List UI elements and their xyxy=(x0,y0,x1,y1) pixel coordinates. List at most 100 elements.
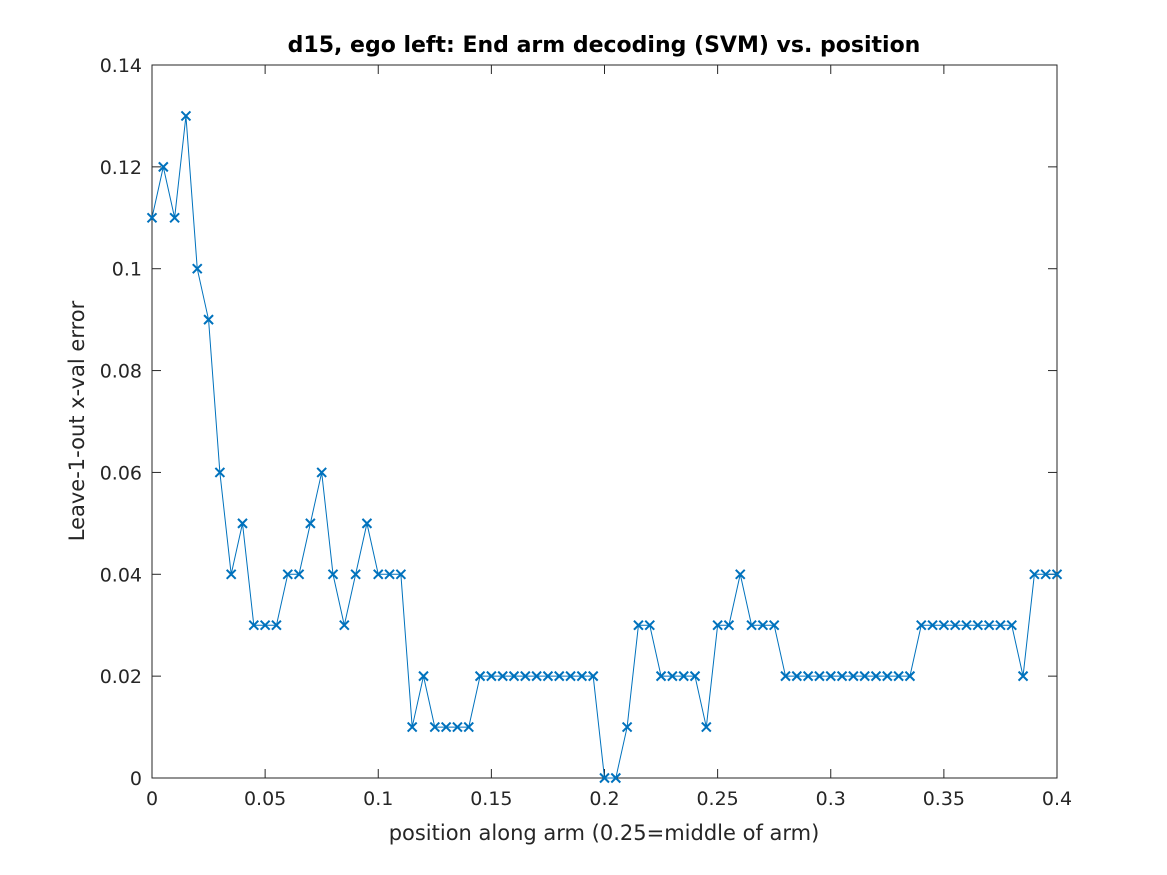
data-point-marker xyxy=(644,620,655,631)
data-point-marker xyxy=(237,518,248,529)
y-tick-label: 0.1 xyxy=(112,259,142,281)
x-tick-label: 0 xyxy=(146,788,158,810)
data-point-marker xyxy=(531,670,542,682)
data-point-marker xyxy=(373,569,384,580)
data-point-marker xyxy=(836,670,848,682)
data-point-marker xyxy=(893,670,904,682)
data-point-marker xyxy=(1006,620,1017,631)
data-point-marker xyxy=(678,670,689,682)
data-series xyxy=(146,110,1063,784)
data-point-marker xyxy=(768,620,780,631)
data-point-marker xyxy=(146,212,158,223)
x-tick-label: 0.05 xyxy=(244,788,286,810)
data-point-marker xyxy=(916,620,927,631)
data-point-marker xyxy=(180,110,192,122)
data-point-marker xyxy=(440,721,452,733)
data-point-marker xyxy=(293,569,305,580)
y-tick-label: 0.02 xyxy=(100,666,142,688)
data-point-marker xyxy=(712,620,723,631)
data-point-marker xyxy=(418,670,429,682)
data-point-marker xyxy=(192,263,203,274)
data-point-marker xyxy=(1029,569,1040,580)
data-point-marker xyxy=(497,670,508,682)
data-point-marker xyxy=(214,467,226,478)
data-point-marker xyxy=(1040,569,1051,580)
data-point-marker xyxy=(667,670,678,682)
data-point-marker xyxy=(350,569,361,580)
data-point-marker xyxy=(870,670,882,682)
data-point-marker xyxy=(316,467,327,478)
data-point-marker xyxy=(384,569,395,580)
data-point-marker xyxy=(225,569,237,580)
x-tick-label: 0.4 xyxy=(1042,788,1072,810)
data-point-marker xyxy=(904,670,916,682)
data-point-marker xyxy=(169,212,180,223)
data-point-marker xyxy=(1017,670,1029,682)
data-point-marker xyxy=(486,670,497,682)
x-tick-label: 0.2 xyxy=(589,788,619,810)
data-point-marker xyxy=(599,772,610,784)
y-tick-label: 0.06 xyxy=(100,462,142,484)
data-point-marker xyxy=(757,620,769,631)
data-point-marker xyxy=(689,670,701,682)
data-point-marker xyxy=(1051,569,1063,580)
data-point-marker xyxy=(282,569,293,580)
data-point-marker xyxy=(429,721,441,733)
data-point-marker xyxy=(474,670,486,682)
data-point-marker xyxy=(587,670,599,682)
data-point-marker xyxy=(554,670,565,682)
x-axis-label: position along arm (0.25=middle of arm) xyxy=(389,821,820,845)
data-point-marker xyxy=(339,620,350,631)
data-point-marker xyxy=(520,670,531,682)
data-point-marker xyxy=(972,620,984,631)
data-point-marker xyxy=(949,620,961,631)
chart-title: d15, ego left: End arm decoding (SVM) vs… xyxy=(288,33,921,58)
y-tick-label: 0 xyxy=(130,768,142,790)
data-point-marker xyxy=(406,721,418,733)
data-point-marker xyxy=(565,670,576,682)
data-point-marker xyxy=(791,670,803,682)
data-point-marker xyxy=(995,620,1006,631)
data-point-marker xyxy=(361,518,373,529)
data-point-marker xyxy=(633,620,644,631)
plot-area xyxy=(151,64,1058,779)
y-axis-label: Leave-1-out x-val error xyxy=(65,300,89,541)
data-point-marker xyxy=(735,569,746,580)
data-point-marker xyxy=(452,721,463,733)
x-tick-label: 0.3 xyxy=(816,788,846,810)
data-point-marker xyxy=(542,670,554,682)
data-point-marker xyxy=(655,670,667,682)
data-point-marker xyxy=(508,670,520,682)
data-point-marker xyxy=(701,721,712,733)
data-point-marker xyxy=(825,670,836,682)
data-point-marker xyxy=(305,518,316,529)
tick-labels: 0 0.05 0.1 0.15 0.2 0.25 0.3 0.35 0.4 0 0.02 0.04 0.… xyxy=(100,55,1072,810)
data-point-marker xyxy=(248,620,260,631)
data-point-marker xyxy=(927,620,938,631)
data-point-marker xyxy=(395,569,407,580)
data-point-marker xyxy=(610,772,622,784)
data-point-marker xyxy=(802,670,814,682)
data-point-marker xyxy=(746,620,757,631)
y-tick-label: 0.14 xyxy=(100,55,142,77)
data-point-marker xyxy=(983,620,995,631)
data-point-marker xyxy=(271,620,282,631)
data-point-marker xyxy=(848,670,859,682)
x-tick-label: 0.25 xyxy=(696,788,738,810)
data-point-marker xyxy=(203,314,214,325)
y-tick-label: 0.08 xyxy=(100,361,142,383)
x-tick-label: 0.15 xyxy=(470,788,512,810)
x-tick-label: 0.1 xyxy=(363,788,393,810)
y-tick-label: 0.12 xyxy=(100,157,142,179)
y-tick-label: 0.04 xyxy=(100,564,142,586)
data-point-marker xyxy=(814,670,825,682)
data-point-marker xyxy=(961,620,972,631)
data-point-marker xyxy=(723,620,735,631)
x-tick-label: 0.35 xyxy=(923,788,965,810)
data-point-marker xyxy=(327,569,339,580)
data-point-marker xyxy=(576,670,588,682)
data-point-marker xyxy=(463,721,474,733)
data-point-marker xyxy=(780,670,791,682)
data-point-marker xyxy=(859,670,870,682)
